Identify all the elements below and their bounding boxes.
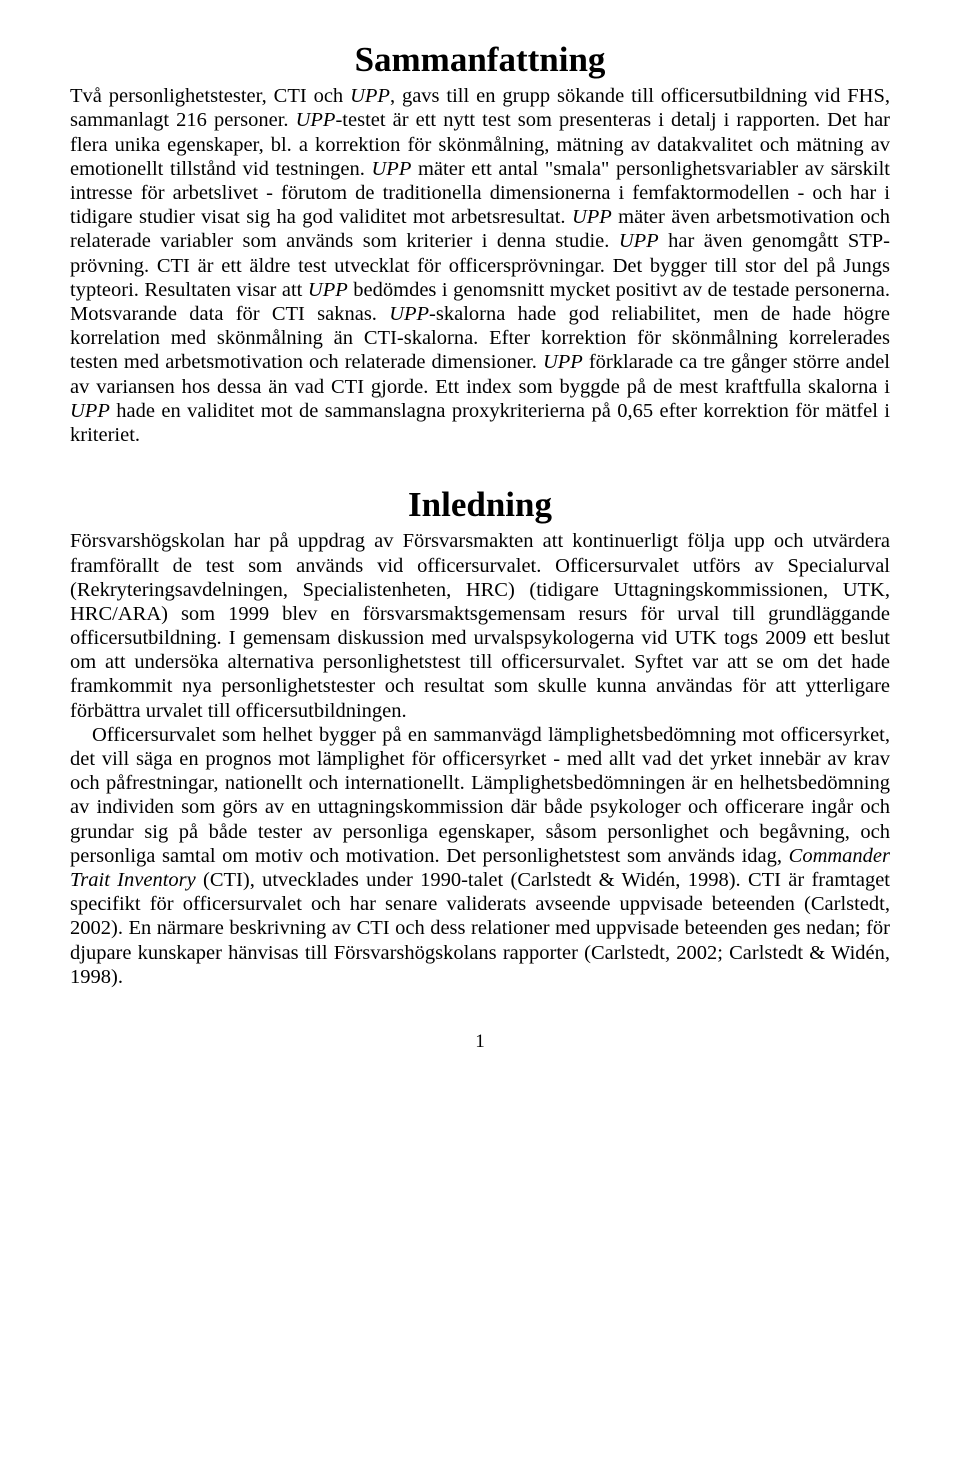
document-page: Sammanfattning Två personlighetstester, … [0,0,960,1476]
italic-run: UPP [308,279,348,301]
italic-run: UPP [389,303,429,325]
heading-sammanfattning: Sammanfattning [70,40,890,80]
italic-run: UPP [70,400,110,422]
italic-run: UPP [543,351,583,373]
heading-inledning: Inledning [70,485,890,525]
section-sammanfattning-body: Två personlighetstester, CTI och UPP, ga… [70,84,890,447]
body-paragraph: Två personlighetstester, CTI och UPP, ga… [70,84,890,447]
text-run: Två personlighetstester, CTI och [70,85,350,107]
italic-run: UPP [372,158,412,180]
body-paragraph: Försvarshögskolan har på uppdrag av Förs… [70,529,890,723]
text-run: hade en validitet mot de sammanslagna pr… [70,400,890,446]
section-inledning-body: Försvarshögskolan har på uppdrag av Förs… [70,529,890,989]
text-run: Försvarshögskolan har på uppdrag av Förs… [70,530,890,721]
text-run: Officersurvalet som helhet bygger på en … [70,724,890,867]
italic-run: UPP [572,206,612,228]
page-number: 1 [70,1031,890,1053]
italic-run: UPP [619,230,659,252]
italic-run: UPP [296,109,336,131]
body-paragraph: Officersurvalet som helhet bygger på en … [70,723,890,989]
italic-run: UPP [350,85,390,107]
